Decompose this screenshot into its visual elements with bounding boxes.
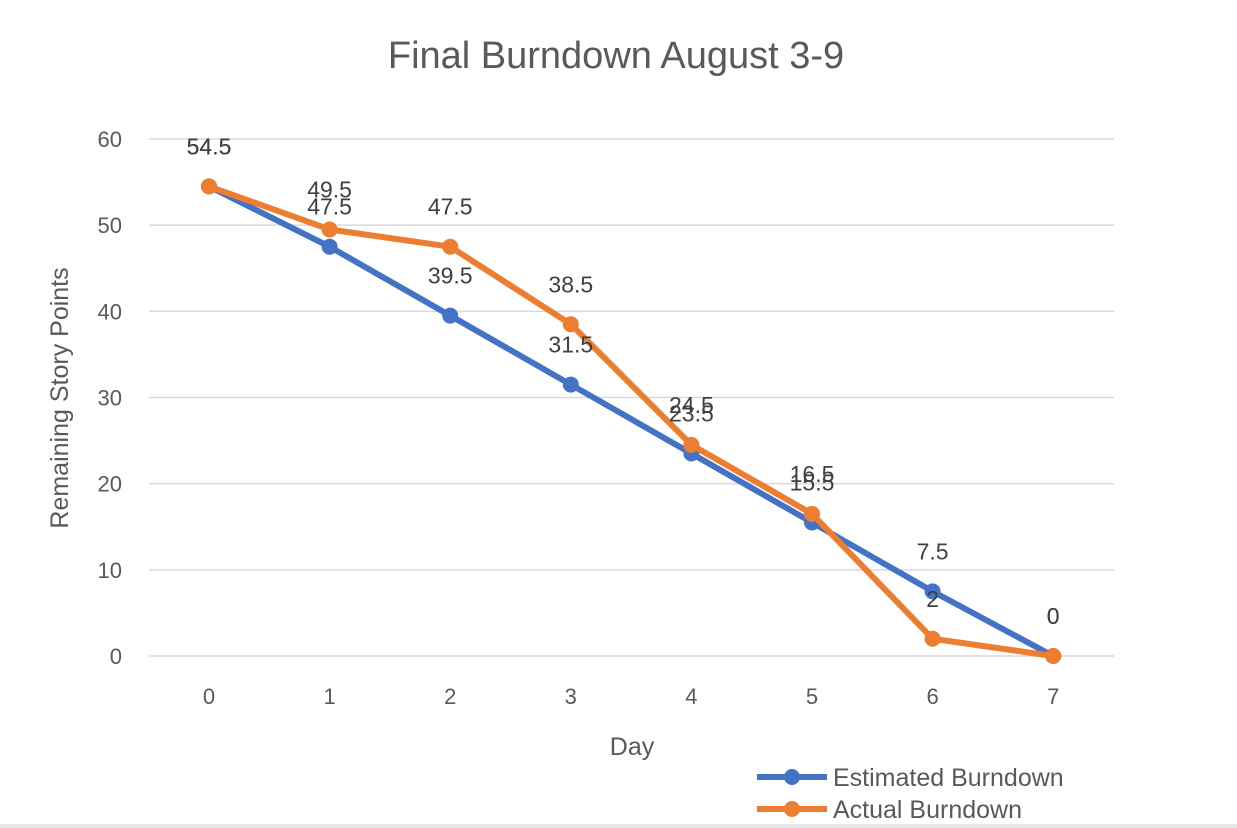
legend-label: Estimated Burndown xyxy=(833,764,1064,792)
data-label: 24.5 xyxy=(669,392,714,418)
x-tick-label: 2 xyxy=(444,684,456,709)
data-label: 38.5 xyxy=(548,271,593,297)
y-axis-title: Remaining Story Points xyxy=(46,267,74,528)
data-point xyxy=(321,221,338,238)
y-tick-label: 40 xyxy=(98,299,122,324)
data-point xyxy=(442,238,459,255)
x-axis-ticks: 0 1 2 3 4 5 6 7 xyxy=(203,684,1059,709)
data-label: 0 xyxy=(1047,603,1060,629)
data-point xyxy=(683,436,700,453)
data-point xyxy=(321,238,338,255)
data-point xyxy=(804,505,820,522)
y-tick-label: 50 xyxy=(98,213,122,238)
data-point xyxy=(442,307,459,324)
legend-item: Estimated Burndown xyxy=(757,764,1064,792)
x-tick-label: 5 xyxy=(806,684,818,709)
x-tick-label: 6 xyxy=(926,684,938,709)
series-0 xyxy=(201,178,1062,664)
y-axis-ticks: 0 10 20 30 40 50 60 xyxy=(98,127,122,669)
series-line xyxy=(206,183,1057,659)
y-tick-label: 60 xyxy=(98,127,122,152)
data-label: 47.5 xyxy=(428,194,473,220)
legend-label: Actual Burndown xyxy=(833,796,1022,824)
data-label: 16.5 xyxy=(790,461,835,487)
legend-swatch-marker xyxy=(784,801,800,817)
data-point xyxy=(1045,648,1062,664)
data-point xyxy=(924,630,941,647)
data-labels: 54.547.539.531.523.515.57.5054.549.547.5… xyxy=(187,133,1060,629)
y-tick-label: 30 xyxy=(98,386,122,411)
legend-swatch-marker xyxy=(784,769,800,785)
y-tick-label: 10 xyxy=(98,558,122,583)
data-label: 7.5 xyxy=(917,538,949,564)
data-label: 31.5 xyxy=(548,332,593,358)
series-1 xyxy=(201,178,1062,664)
data-point xyxy=(562,376,579,393)
series-line xyxy=(206,183,1057,659)
x-tick-label: 7 xyxy=(1047,684,1059,709)
x-tick-label: 3 xyxy=(565,684,577,709)
data-label: 23.5 xyxy=(669,401,714,427)
data-point xyxy=(924,583,941,600)
x-tick-label: 1 xyxy=(323,684,335,709)
bottom-border xyxy=(0,824,1237,828)
chart-title: Final Burndown August 3-9 xyxy=(388,35,844,77)
y-tick-label: 0 xyxy=(110,644,122,669)
data-label: 15.5 xyxy=(790,469,835,495)
legend: Estimated Burndown Actual Burndown xyxy=(757,764,1064,824)
x-tick-label: 4 xyxy=(685,684,697,709)
data-label: 0 xyxy=(1047,603,1060,629)
data-point xyxy=(562,316,579,333)
data-label: 54.5 xyxy=(187,133,232,159)
y-tick-label: 20 xyxy=(98,472,122,497)
data-label: 2 xyxy=(926,586,939,612)
data-label: 49.5 xyxy=(307,176,352,202)
x-tick-label: 0 xyxy=(203,684,215,709)
data-label: 47.5 xyxy=(307,194,352,220)
series-layer xyxy=(201,178,1062,664)
data-label: 39.5 xyxy=(428,263,473,289)
legend-item: Actual Burndown xyxy=(757,796,1022,824)
data-label: 54.5 xyxy=(187,133,232,159)
x-axis-title: Day xyxy=(610,733,655,761)
data-point xyxy=(201,178,217,195)
